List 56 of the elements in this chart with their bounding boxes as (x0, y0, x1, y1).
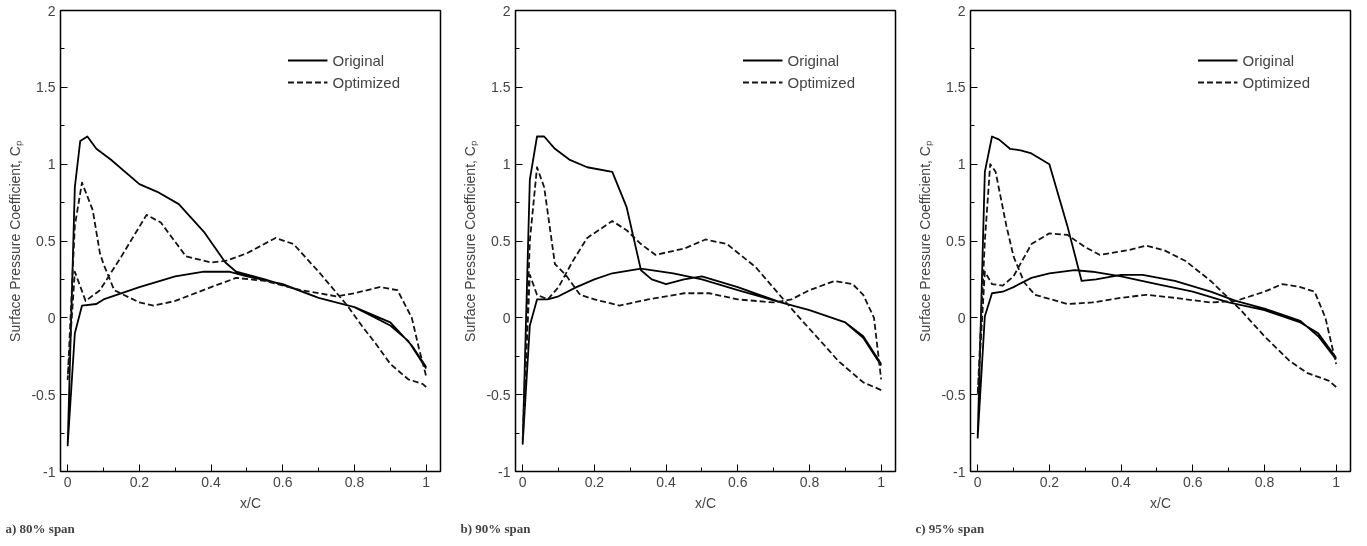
text: c) 95% span (915, 520, 985, 536)
x-tick-label: 0.2 (129, 473, 150, 490)
y-axis-title: Surface Pressure Coefficient, Cₚ (7, 140, 25, 342)
x-tick-label: 0.4 (656, 473, 677, 490)
y-tick-label: 0 (502, 309, 511, 326)
x-axis-title: x/C (1150, 494, 1171, 511)
y-axis-title: Surface Pressure Coefficient, Cₚ (917, 140, 935, 342)
line-series (66, 181, 428, 388)
legend-label: Original (332, 51, 385, 69)
x-axis-title: x/C (695, 494, 716, 511)
x-tick-label: 0.4 (1111, 473, 1132, 490)
y-tick-label: 2 (957, 2, 966, 19)
x-tick-label: 0 (973, 473, 982, 490)
y-tick-label: 1 (957, 156, 966, 173)
legend-label: Optimized (332, 73, 400, 91)
y-tick-label: 0 (47, 309, 56, 326)
x-axis-title: x/C (240, 494, 261, 511)
x-tick-label: 0.6 (273, 473, 293, 490)
y-tick-label: -1 (498, 463, 511, 480)
legend-label: Original (787, 51, 840, 69)
y-tick-label: -0.5 (941, 386, 966, 403)
legend-label: Original (1242, 51, 1295, 69)
y-tick-label: 0 (957, 309, 966, 326)
y-tick-label: 1.5 (491, 79, 511, 96)
y-tick-label: 0.5 (36, 233, 56, 249)
y-tick-label: -0.5 (31, 386, 56, 403)
y-tick-label: 1 (502, 156, 511, 173)
x-tick-label: 0.4 (201, 473, 222, 490)
x-tick-label: 0.6 (1183, 473, 1203, 490)
x-tick-label: 0.6 (728, 473, 748, 490)
y-tick-label: 2 (502, 2, 511, 19)
y-tick-label: 2 (47, 2, 56, 19)
x-tick-label: 0.2 (1039, 473, 1060, 490)
y-tick-label: -1 (953, 463, 966, 480)
y-tick-label: -0.5 (486, 386, 511, 403)
x-tick-label: 1 (422, 473, 431, 490)
text: a) 80% span (5, 520, 76, 536)
line-series (976, 163, 1338, 396)
y-tick-label: -1 (43, 463, 56, 480)
x-tick-label: 0.8 (344, 473, 365, 490)
legend-label: Optimized (787, 73, 855, 91)
y-tick-label: 0.5 (946, 233, 966, 249)
x-tick-label: 1 (1332, 473, 1341, 490)
text: b) 90% span (460, 520, 532, 536)
y-tick-label: 1 (47, 156, 56, 173)
y-tick-label: 0.5 (491, 233, 511, 249)
x-tick-label: 0 (63, 473, 72, 490)
y-tick-label: 1.5 (36, 79, 56, 96)
y-axis-title: Surface Pressure Coefficient, Cₚ (462, 140, 480, 342)
x-tick-label: 0 (518, 473, 527, 490)
x-tick-label: 0.2 (584, 473, 605, 490)
x-tick-label: 0.8 (799, 473, 820, 490)
x-tick-label: 0.8 (1254, 473, 1275, 490)
y-tick-label: 1.5 (946, 79, 966, 96)
legend-label: Optimized (1242, 73, 1310, 91)
x-tick-label: 1 (877, 473, 886, 490)
